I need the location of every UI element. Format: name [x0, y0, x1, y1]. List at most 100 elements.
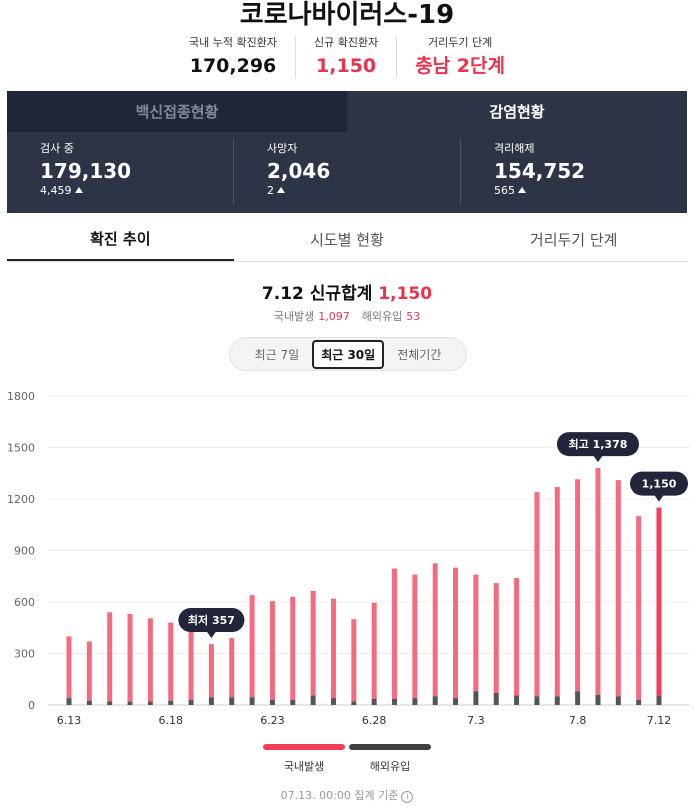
bar-domestic	[310, 590, 316, 696]
bar-overseas	[615, 696, 621, 705]
bar-domestic	[351, 619, 357, 702]
domestic-value: 1,097	[318, 310, 350, 323]
tab-trend[interactable]: 확진 추이	[7, 217, 234, 261]
bar-overseas	[127, 701, 133, 705]
summary-total: 1,150	[378, 284, 433, 304]
bar-domestic	[615, 480, 621, 697]
stat-label: 국내 누적 확진환자	[189, 36, 277, 49]
range-7days[interactable]: 최근 7일	[254, 347, 300, 362]
bar-domestic	[575, 479, 581, 692]
callout-bubble	[556, 432, 639, 457]
summary-heading: 7.12 신규합계	[261, 284, 373, 304]
metric-label: 검사 중	[40, 142, 74, 155]
y-tick-label: 1500	[7, 442, 35, 455]
bar-overseas	[656, 695, 662, 705]
bar-overseas	[310, 695, 316, 705]
bar-overseas	[249, 697, 255, 705]
metrics-row: 검사 중 179,130 4,459 사망자 2,046 2 격리해제 154,…	[7, 132, 687, 213]
callout-label: 최저 357	[188, 613, 235, 627]
bar-overseas	[371, 698, 377, 705]
bar-overseas	[493, 692, 499, 705]
info-icon[interactable]: i	[401, 791, 414, 803]
metric-released: 격리해제 154,752 565	[461, 138, 687, 205]
daily-summary: 7.12 신규합계 1,150 국내발생 1,097 해외유입 53	[0, 284, 694, 323]
x-tick-label: 7.8	[569, 714, 587, 727]
overseas-label: 해외유입	[361, 310, 403, 323]
metric-testing: 검사 중 179,130 4,459	[7, 138, 234, 205]
up-arrow-icon	[277, 187, 285, 193]
metric-delta: 4,459	[40, 184, 233, 198]
up-arrow-icon	[74, 187, 83, 193]
y-tick-label: 1200	[7, 493, 35, 506]
legend-domestic-label: 국내발생	[283, 760, 325, 773]
x-tick-label: 7.12	[647, 714, 672, 727]
callout-pointer	[206, 631, 217, 639]
bar-overseas	[66, 698, 72, 705]
domestic-label: 국내발생	[273, 310, 315, 323]
stat-value: 충남 2단계	[415, 55, 505, 77]
stat-value: 1,150	[316, 55, 377, 77]
bar-domestic	[432, 563, 438, 697]
bar-domestic	[554, 486, 560, 697]
bar-domestic	[249, 595, 255, 698]
bar-domestic	[188, 615, 194, 700]
bar-overseas	[269, 699, 275, 705]
bar-overseas	[229, 697, 235, 705]
bar-overseas	[392, 698, 398, 705]
bar-overseas	[514, 695, 520, 705]
metric-value: 179,130	[40, 159, 132, 183]
stat-distancing[interactable]: 거리두기 단계 충남 2단계	[397, 36, 523, 78]
y-tick-label: 600	[14, 596, 35, 609]
bar-domestic	[208, 644, 214, 698]
bar-domestic	[412, 574, 418, 699]
range-30days[interactable]: 최근 30일	[312, 339, 385, 369]
bar-overseas	[330, 698, 336, 705]
bar-domestic	[514, 577, 520, 696]
bar-overseas	[432, 696, 438, 705]
top-tabs: 백신접종현황 감염현황	[7, 91, 687, 132]
bar-overseas	[554, 696, 560, 705]
range-all[interactable]: 전체기간	[397, 347, 442, 362]
stat-label: 거리두기 단계	[427, 36, 493, 49]
bar-domestic	[392, 568, 398, 699]
bar-overseas	[473, 691, 479, 705]
bar-domestic	[473, 574, 479, 692]
bar-domestic	[330, 598, 336, 699]
callout-label: 최고 1,378	[569, 437, 628, 451]
y-tick-label: 900	[14, 545, 35, 558]
metric-delta-value: 4,459	[40, 184, 72, 197]
bar-domestic	[147, 618, 153, 702]
bar-domestic	[168, 622, 174, 701]
bar-overseas	[290, 699, 296, 705]
tab-infection[interactable]: 감염현황	[347, 91, 687, 132]
bar-overseas	[453, 698, 459, 705]
bar-overseas	[147, 701, 153, 705]
summary-heading-row: 7.12 신규합계 1,150	[0, 284, 694, 304]
bar-domestic	[493, 583, 499, 693]
tab-regional[interactable]: 시도별 현황	[310, 230, 384, 249]
bar-overseas	[412, 698, 418, 705]
y-tick-label: 300	[14, 648, 35, 661]
callout-pointer	[654, 494, 664, 502]
bar-domestic	[656, 507, 662, 696]
bar-domestic	[107, 612, 113, 702]
bar-overseas	[188, 699, 194, 705]
callout-bubble	[630, 471, 688, 496]
bar-domestic	[229, 638, 235, 698]
bar-domestic	[636, 516, 642, 700]
bar-domestic	[269, 601, 275, 700]
bar-overseas	[636, 699, 642, 705]
legend-overseas-label: 해외유입	[369, 760, 411, 773]
callout-label: 1,150	[642, 478, 677, 491]
metric-delta: 565	[494, 184, 687, 198]
metric-label: 격리해제	[494, 142, 535, 155]
tab-vaccination[interactable]: 백신접종현황	[7, 91, 347, 132]
tab-distancing[interactable]: 거리두기 단계	[529, 230, 618, 249]
footnote: 07.13. 00:00 집계 기준 i	[0, 787, 694, 803]
metric-value: 154,752	[494, 159, 586, 183]
bar-overseas	[595, 694, 601, 705]
bar-overseas	[534, 696, 540, 705]
x-tick-label: 6.23	[260, 714, 285, 727]
sub-tabs: 확진 추이 시도별 현황 거리두기 단계	[7, 217, 687, 262]
bar-domestic	[453, 567, 459, 699]
